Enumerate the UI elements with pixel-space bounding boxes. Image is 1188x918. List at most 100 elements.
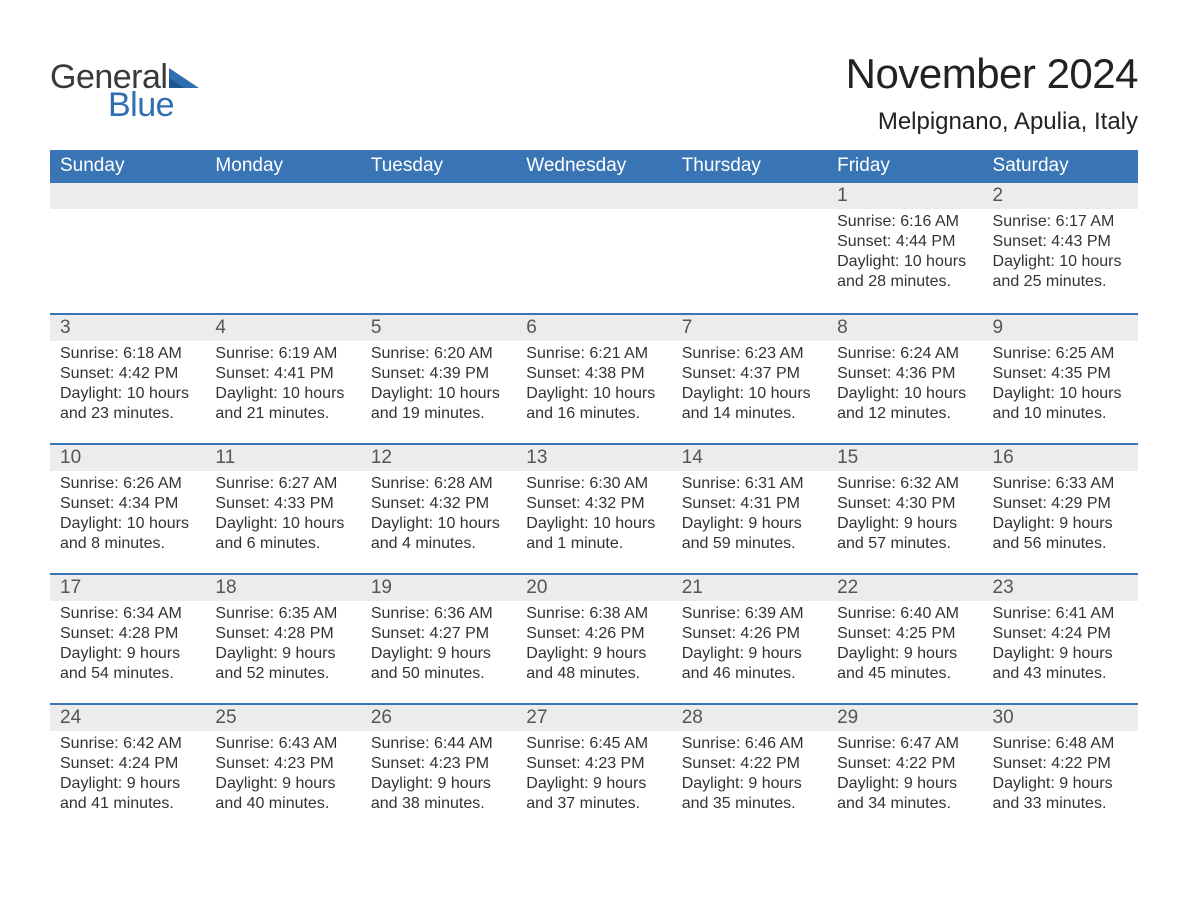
daylight-hours: 10 hours xyxy=(1059,385,1121,402)
day-number-empty xyxy=(516,183,671,209)
sunset-label: Sunset: xyxy=(993,233,1052,250)
sunset-label: Sunset: xyxy=(682,365,741,382)
daylight-label: Daylight: xyxy=(682,385,749,402)
sunset-value: 4:28 PM xyxy=(274,625,334,642)
sunrise-value: 6:19 AM xyxy=(279,345,338,362)
sunset-value: 4:38 PM xyxy=(585,365,645,382)
sunrise-value: 6:28 AM xyxy=(434,475,493,492)
sunset-label: Sunset: xyxy=(371,625,430,642)
day-cell: 19Sunrise: 6:36 AMSunset: 4:27 PMDayligh… xyxy=(361,573,516,703)
daylight-line-1: Daylight: 9 hours xyxy=(215,774,350,794)
daylight-line-1: Daylight: 10 hours xyxy=(993,384,1128,404)
daylight-hours: 9 hours xyxy=(904,515,957,532)
sunset-label: Sunset: xyxy=(837,365,896,382)
daylight-line-1: Daylight: 10 hours xyxy=(371,514,506,534)
day-number: 23 xyxy=(983,573,1138,601)
day-details: Sunrise: 6:33 AMSunset: 4:29 PMDaylight:… xyxy=(983,471,1138,560)
col-monday: Monday xyxy=(205,150,360,183)
day-cell: 15Sunrise: 6:32 AMSunset: 4:30 PMDayligh… xyxy=(827,443,982,573)
week-row: 17Sunrise: 6:34 AMSunset: 4:28 PMDayligh… xyxy=(50,573,1138,703)
daylight-hours: 10 hours xyxy=(1059,253,1121,270)
week-row: 3Sunrise: 6:18 AMSunset: 4:42 PMDaylight… xyxy=(50,313,1138,443)
daylight-label: Daylight: xyxy=(837,253,904,270)
sunrise-value: 6:20 AM xyxy=(434,345,493,362)
sunset-line: Sunset: 4:42 PM xyxy=(60,364,195,384)
sunset-label: Sunset: xyxy=(526,495,585,512)
sunset-value: 4:29 PM xyxy=(1051,495,1111,512)
daylight-line-2: and 12 minutes. xyxy=(837,404,972,424)
day-details: Sunrise: 6:28 AMSunset: 4:32 PMDaylight:… xyxy=(361,471,516,560)
sunrise-line: Sunrise: 6:41 AM xyxy=(993,604,1128,624)
daylight-line-2: and 37 minutes. xyxy=(526,794,661,814)
daylight-hours: 9 hours xyxy=(438,775,491,792)
daylight-label: Daylight: xyxy=(371,385,438,402)
sunrise-line: Sunrise: 6:24 AM xyxy=(837,344,972,364)
sunrise-line: Sunrise: 6:48 AM xyxy=(993,734,1128,754)
daylight-hours: 9 hours xyxy=(1059,515,1112,532)
sunset-value: 4:25 PM xyxy=(896,625,956,642)
day-number: 15 xyxy=(827,443,982,471)
sunset-value: 4:42 PM xyxy=(119,365,179,382)
sunset-line: Sunset: 4:25 PM xyxy=(837,624,972,644)
sunrise-label: Sunrise: xyxy=(60,605,123,622)
sunset-line: Sunset: 4:30 PM xyxy=(837,494,972,514)
daylight-label: Daylight: xyxy=(215,775,282,792)
sunrise-line: Sunrise: 6:21 AM xyxy=(526,344,661,364)
day-details: Sunrise: 6:27 AMSunset: 4:33 PMDaylight:… xyxy=(205,471,360,560)
sunset-value: 4:31 PM xyxy=(740,495,800,512)
sunset-line: Sunset: 4:36 PM xyxy=(837,364,972,384)
day-details: Sunrise: 6:30 AMSunset: 4:32 PMDaylight:… xyxy=(516,471,671,560)
sunset-label: Sunset: xyxy=(60,365,119,382)
sunset-line: Sunset: 4:33 PM xyxy=(215,494,350,514)
day-number: 11 xyxy=(205,443,360,471)
sunset-value: 4:22 PM xyxy=(1051,755,1111,772)
sunset-value: 4:39 PM xyxy=(430,365,490,382)
daylight-hours: 9 hours xyxy=(127,645,180,662)
day-number: 7 xyxy=(672,313,827,341)
title-block: November 2024 Melpignano, Apulia, Italy xyxy=(846,50,1138,136)
daylight-hours: 10 hours xyxy=(127,385,189,402)
brand-word-2: Blue xyxy=(108,88,199,122)
sunset-label: Sunset: xyxy=(526,625,585,642)
day-number: 14 xyxy=(672,443,827,471)
sunset-label: Sunset: xyxy=(60,625,119,642)
sunrise-line: Sunrise: 6:18 AM xyxy=(60,344,195,364)
daylight-label: Daylight: xyxy=(526,515,593,532)
sunrise-line: Sunrise: 6:47 AM xyxy=(837,734,972,754)
sunrise-value: 6:30 AM xyxy=(589,475,648,492)
sunset-value: 4:33 PM xyxy=(274,495,334,512)
sunrise-line: Sunrise: 6:33 AM xyxy=(993,474,1128,494)
day-number: 5 xyxy=(361,313,516,341)
daylight-label: Daylight: xyxy=(993,253,1060,270)
sunrise-value: 6:27 AM xyxy=(279,475,338,492)
sunrise-label: Sunrise: xyxy=(215,605,278,622)
daylight-hours: 10 hours xyxy=(282,385,344,402)
daylight-line-2: and 43 minutes. xyxy=(993,664,1128,684)
sunset-line: Sunset: 4:23 PM xyxy=(215,754,350,774)
day-number: 21 xyxy=(672,573,827,601)
sunrise-value: 6:47 AM xyxy=(900,735,959,752)
sunrise-line: Sunrise: 6:27 AM xyxy=(215,474,350,494)
sunrise-value: 6:35 AM xyxy=(279,605,338,622)
sunset-line: Sunset: 4:32 PM xyxy=(526,494,661,514)
sunrise-label: Sunrise: xyxy=(993,605,1056,622)
sunrise-line: Sunrise: 6:42 AM xyxy=(60,734,195,754)
daylight-line-1: Daylight: 9 hours xyxy=(215,644,350,664)
daylight-hours: 10 hours xyxy=(904,253,966,270)
daylight-label: Daylight: xyxy=(993,515,1060,532)
sunset-label: Sunset: xyxy=(837,755,896,772)
daylight-line-1: Daylight: 9 hours xyxy=(526,774,661,794)
daylight-hours: 9 hours xyxy=(748,645,801,662)
day-details: Sunrise: 6:21 AMSunset: 4:38 PMDaylight:… xyxy=(516,341,671,430)
brand-logo: General Blue xyxy=(50,50,199,122)
sunrise-label: Sunrise: xyxy=(837,735,900,752)
daylight-line-2: and 6 minutes. xyxy=(215,534,350,554)
sunrise-label: Sunrise: xyxy=(837,475,900,492)
sunrise-value: 6:41 AM xyxy=(1056,605,1115,622)
daylight-label: Daylight: xyxy=(371,775,438,792)
sunrise-label: Sunrise: xyxy=(371,475,434,492)
sunrise-value: 6:26 AM xyxy=(123,475,182,492)
sunrise-line: Sunrise: 6:30 AM xyxy=(526,474,661,494)
daylight-line-2: and 1 minute. xyxy=(526,534,661,554)
daylight-line-2: and 16 minutes. xyxy=(526,404,661,424)
